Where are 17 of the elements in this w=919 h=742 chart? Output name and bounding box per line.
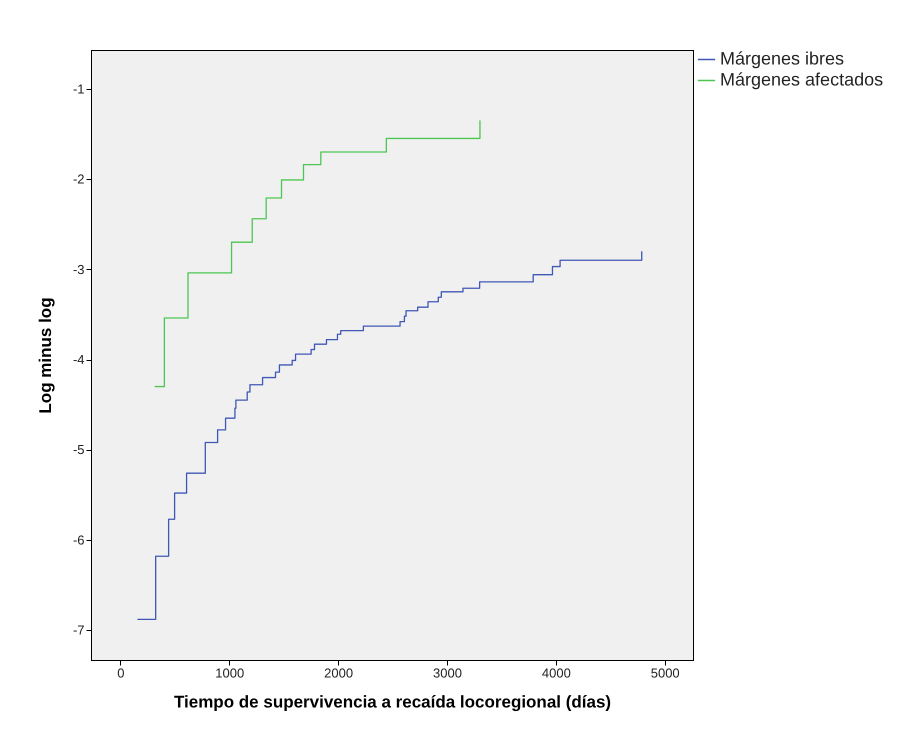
y-axis-title: Log minus log xyxy=(36,297,55,414)
x-tick-label: 0 xyxy=(117,666,125,680)
x-axis-title: Tiempo de supervivencia a recaída locoregional (días) xyxy=(174,692,612,712)
legend-label: Márgenes ibres xyxy=(720,48,844,68)
y-tick-label: -5 xyxy=(72,442,84,458)
legend-label: Márgenes afectados xyxy=(720,70,884,90)
x-tick-label: 2000 xyxy=(324,666,354,680)
x-tick-label: 3000 xyxy=(433,666,462,680)
y-tick-label: -3 xyxy=(72,262,84,277)
x-tick-label: 5000 xyxy=(650,666,680,680)
y-tick-label: -4 xyxy=(72,352,84,368)
x-tick-label: 1000 xyxy=(215,666,244,680)
y-tick-label: -6 xyxy=(72,532,84,548)
y-tick-label: -7 xyxy=(72,622,84,638)
y-tick-label: -2 xyxy=(72,172,84,187)
x-tick-label: 4000 xyxy=(542,666,571,680)
y-tick-label: -1 xyxy=(72,81,84,96)
